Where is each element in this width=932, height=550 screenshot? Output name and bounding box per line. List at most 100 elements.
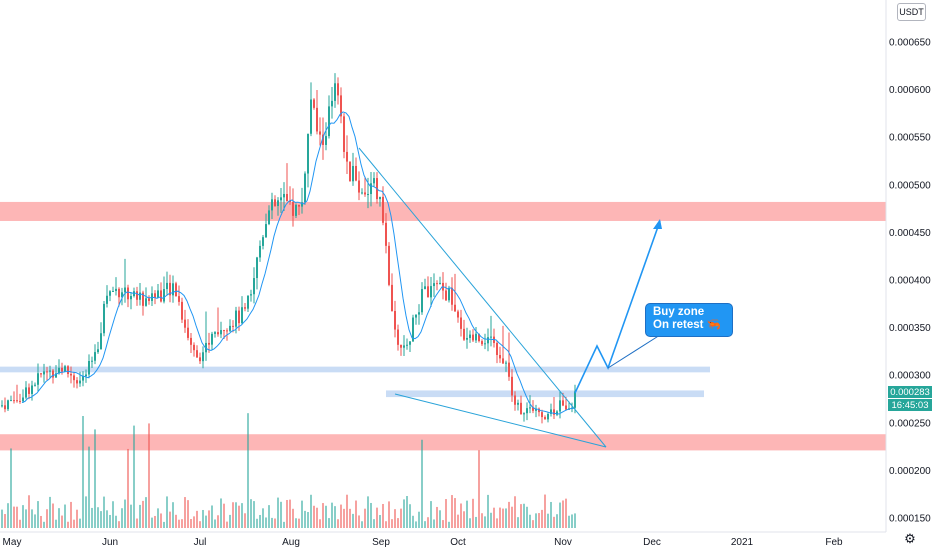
volume-bar (328, 518, 330, 528)
candle-body (439, 282, 441, 284)
candle-body (517, 402, 519, 405)
volume-bar (457, 514, 459, 528)
volume-bar (295, 518, 297, 528)
candle-body (346, 151, 348, 162)
candle-body (112, 290, 114, 292)
candle-body (226, 330, 228, 332)
candle-body (433, 283, 435, 287)
candle-body (418, 312, 420, 315)
volume-bar (415, 521, 417, 528)
volume-bar (124, 499, 126, 528)
y-tick-label: 0.000300 (889, 371, 931, 382)
volume-bar (232, 502, 234, 528)
volume-bar (31, 509, 33, 528)
volume-bar (454, 498, 456, 528)
candle-body (241, 307, 243, 324)
volume-bar (52, 503, 54, 528)
currency-badge[interactable]: USDT (897, 3, 926, 21)
y-tick-label: 0.000400 (889, 276, 931, 287)
time-axis[interactable] (0, 532, 886, 550)
volume-bar (355, 500, 357, 528)
candle-body (67, 366, 69, 374)
volume-bar (550, 501, 552, 528)
candle-body (148, 298, 150, 301)
volume-bar (238, 505, 240, 528)
volume-bar (202, 509, 204, 528)
volume-bar (532, 520, 534, 528)
candle-body (70, 373, 72, 376)
candle-body (121, 292, 123, 298)
candle-body (319, 131, 321, 135)
candle-body (127, 287, 129, 300)
candle-body (76, 380, 78, 384)
candle-body (172, 283, 174, 296)
candle-body (253, 278, 255, 295)
volume-bar (469, 518, 471, 528)
candle-body (166, 282, 168, 290)
volume-bar (298, 518, 300, 528)
candle-body (529, 407, 531, 409)
buy-zone-callout[interactable]: Buy zone On retest 🦐 (645, 303, 733, 337)
volume-bar (109, 514, 111, 528)
volume-bar (493, 507, 495, 528)
candle-body (73, 375, 75, 381)
candle-body (499, 355, 501, 359)
volume-bar (91, 507, 93, 528)
candle-body (508, 362, 510, 377)
candle-body (160, 290, 162, 302)
volume-bar (340, 504, 342, 528)
candle-body (103, 303, 105, 334)
candle-body (511, 376, 513, 396)
settings-icon[interactable]: ⚙ (904, 531, 916, 546)
volume-bar (319, 519, 321, 528)
price-axis[interactable] (886, 0, 932, 550)
candle-body (322, 134, 324, 145)
volume-bar (112, 501, 114, 528)
candle-body (190, 337, 192, 345)
y-tick-label: 0.000200 (889, 466, 931, 477)
candle-body (451, 287, 453, 305)
candle-body (355, 165, 357, 181)
volume-bar (13, 506, 15, 528)
volume-bar (499, 507, 501, 528)
volume-bar (34, 514, 36, 528)
candle-body (181, 301, 183, 320)
volume-bar (568, 515, 570, 528)
volume-bar (472, 498, 474, 528)
volume-bar (325, 505, 327, 528)
volume-bar (487, 494, 489, 528)
volume-bar (529, 514, 531, 528)
volume-bar (22, 505, 24, 528)
volume-bar (214, 519, 216, 528)
candle-body (268, 210, 270, 225)
volume-bar (10, 448, 12, 528)
trend-drawings (358, 147, 662, 448)
candle-body (184, 319, 186, 328)
volume-bar (229, 514, 231, 528)
candle-body (301, 202, 303, 207)
volume-bar (559, 502, 561, 528)
x-tick-label: Dec (643, 537, 661, 548)
volume-bar (517, 517, 519, 528)
candle-body (520, 402, 522, 415)
candle-body (250, 294, 252, 296)
candle-body (304, 173, 306, 203)
volume-bar (523, 503, 525, 528)
candle-body (217, 332, 219, 335)
candle-body (64, 366, 66, 372)
candle-body (211, 333, 213, 345)
callout-pointer (607, 334, 661, 369)
candle-body (448, 287, 450, 301)
candle-body (229, 325, 231, 331)
candle-body (280, 197, 282, 201)
volume-bar (82, 416, 84, 528)
volume-bar (388, 501, 390, 528)
volume-bar (514, 496, 516, 528)
candle-body (292, 201, 294, 216)
volume-bar (316, 507, 318, 528)
volume-bar (253, 501, 255, 528)
candle-body (109, 291, 111, 296)
candle-body (136, 291, 138, 300)
trendline-upper (358, 147, 607, 448)
